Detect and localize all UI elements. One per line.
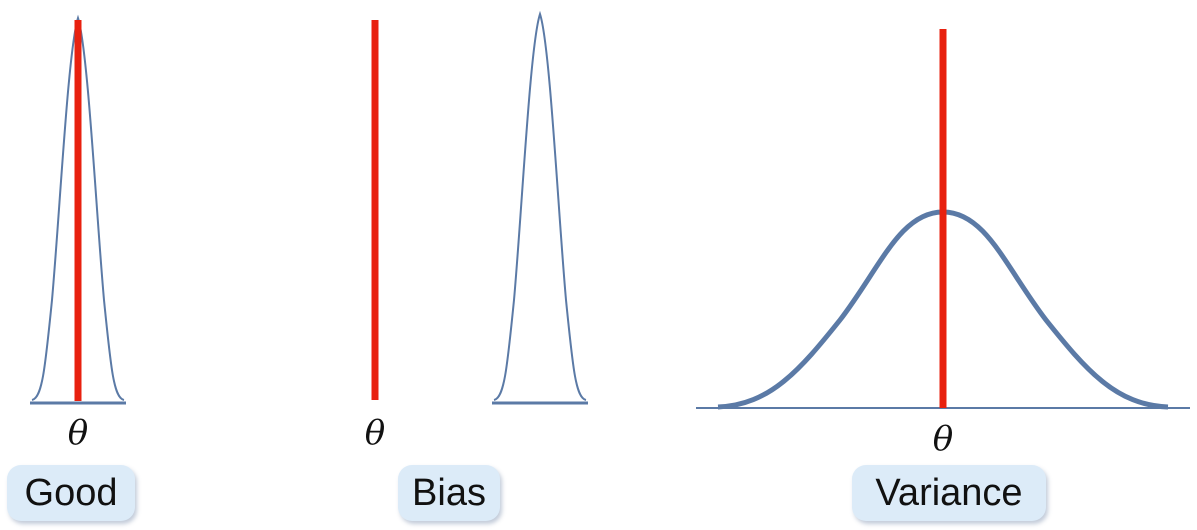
variance-theta-label: θ bbox=[933, 419, 953, 459]
panel-bias: θ bbox=[365, 10, 588, 453]
panel-variance: θ bbox=[696, 29, 1190, 459]
good-label: Good bbox=[7, 465, 135, 521]
panel-good: θ bbox=[30, 14, 126, 453]
bias-theta-label: θ bbox=[365, 413, 385, 453]
bias-distribution-curve bbox=[493, 10, 587, 401]
good-theta-label: θ bbox=[68, 413, 88, 453]
bias-label: Bias bbox=[398, 465, 500, 521]
variance-label: Variance bbox=[852, 465, 1046, 521]
good-distribution-curve bbox=[31, 14, 125, 401]
